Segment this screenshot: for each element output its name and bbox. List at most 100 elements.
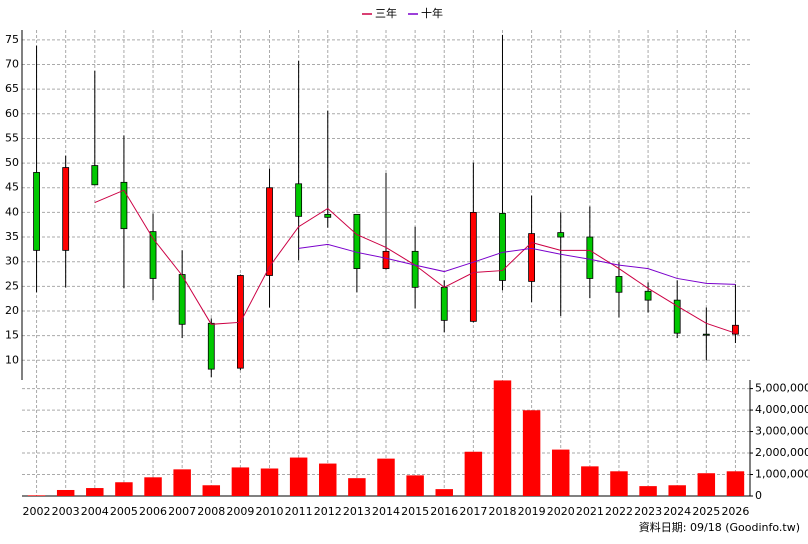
x-tick-label: 2004 bbox=[81, 505, 109, 518]
volume-bar bbox=[406, 475, 424, 496]
volume-bar bbox=[493, 380, 512, 496]
candle-body bbox=[702, 333, 710, 336]
volume-bar bbox=[289, 457, 308, 496]
y2-tick-label: 1,000,000 bbox=[755, 468, 808, 481]
y2-tick-label: 3,000,000 bbox=[755, 425, 808, 438]
volume-bar bbox=[522, 410, 541, 496]
volume-bar bbox=[231, 467, 250, 496]
candle-body bbox=[295, 183, 303, 217]
volume-bar bbox=[551, 449, 570, 496]
x-tick-label: 2017 bbox=[459, 505, 487, 518]
legend-label: 三年 bbox=[375, 6, 397, 20]
y-tick-label: 30 bbox=[5, 255, 19, 268]
volume-bar bbox=[27, 495, 46, 496]
candle-body bbox=[120, 181, 128, 230]
candle-body bbox=[586, 236, 594, 279]
candle-body bbox=[178, 274, 186, 325]
candle-body bbox=[411, 250, 419, 288]
volume-bar bbox=[260, 468, 279, 496]
x-tick-label: 2023 bbox=[634, 505, 662, 518]
volume-bar bbox=[581, 466, 599, 496]
ma-line bbox=[298, 243, 736, 285]
x-tick-label: 2022 bbox=[605, 505, 633, 518]
legend-label: 十年 bbox=[421, 6, 443, 20]
candle-body bbox=[644, 290, 652, 301]
volume-bar bbox=[56, 489, 75, 496]
volume-bar bbox=[202, 485, 221, 496]
candle-body bbox=[673, 299, 681, 334]
x-tick-label: 2013 bbox=[343, 505, 371, 518]
volume-bar bbox=[86, 488, 104, 496]
y-tick-label: 45 bbox=[5, 181, 19, 194]
y-tick-label: 35 bbox=[5, 230, 19, 243]
volume-bar bbox=[726, 471, 745, 496]
y2-tick-label: 4,000,000 bbox=[755, 403, 808, 416]
y-tick-label: 40 bbox=[5, 205, 19, 218]
volume-bar bbox=[464, 451, 483, 496]
y-tick-label: 15 bbox=[5, 329, 19, 342]
x-tick-label: 2020 bbox=[547, 505, 575, 518]
x-tick-label: 2005 bbox=[110, 505, 138, 518]
y-tick-label: 70 bbox=[5, 58, 19, 71]
y-tick-label: 75 bbox=[5, 33, 19, 46]
y-tick-label: 55 bbox=[5, 131, 19, 144]
volume-bar bbox=[435, 489, 453, 496]
y-tick-label: 20 bbox=[5, 304, 19, 317]
y-tick-label: 50 bbox=[5, 156, 19, 169]
x-tick-label: 2026 bbox=[721, 505, 749, 518]
y2-tick-label: 0 bbox=[755, 489, 762, 502]
candle-body bbox=[266, 187, 273, 276]
y2-tick-label: 2,000,000 bbox=[755, 446, 808, 459]
candle-body bbox=[382, 250, 390, 269]
volume-bar bbox=[668, 485, 686, 496]
y-tick-label: 65 bbox=[5, 82, 19, 95]
x-tick-label: 2006 bbox=[139, 505, 167, 518]
y2-tick-label: 5,000,000 bbox=[755, 382, 808, 395]
volume-bar bbox=[115, 482, 133, 496]
y-tick-label: 60 bbox=[5, 107, 19, 120]
x-tick-label: 2014 bbox=[372, 505, 400, 518]
candle-body bbox=[207, 322, 215, 370]
candle-body bbox=[499, 212, 506, 281]
volume-bar bbox=[377, 458, 395, 496]
candle-body bbox=[149, 231, 157, 279]
candle-body bbox=[557, 232, 565, 238]
candle-body bbox=[615, 276, 623, 293]
x-tick-label: 2002 bbox=[23, 505, 51, 518]
candle-body bbox=[440, 286, 448, 321]
x-tick-label: 2016 bbox=[430, 505, 458, 518]
x-tick-label: 2010 bbox=[256, 505, 284, 518]
footer: 資料日期: 09/18 (Goodinfo.tw) bbox=[639, 520, 800, 534]
volume-bar bbox=[610, 471, 628, 496]
candle-body bbox=[469, 211, 477, 322]
x-tick-label: 2012 bbox=[314, 505, 342, 518]
x-tick-label: 2003 bbox=[52, 505, 80, 518]
x-tick-label: 2019 bbox=[518, 505, 546, 518]
y-tick-label: 25 bbox=[5, 279, 19, 292]
x-tick-label: 2024 bbox=[663, 505, 691, 518]
candle-body bbox=[324, 213, 332, 218]
x-tick-label: 2007 bbox=[168, 505, 196, 518]
y-tick-label: 10 bbox=[5, 353, 19, 366]
candle-body bbox=[353, 213, 361, 269]
x-tick-label: 2011 bbox=[285, 505, 313, 518]
x-tick-label: 2009 bbox=[226, 505, 254, 518]
volume-bar bbox=[144, 477, 162, 496]
volume-bar bbox=[348, 478, 366, 496]
volume-bar bbox=[697, 473, 716, 496]
candle-body bbox=[528, 233, 535, 282]
x-tick-label: 2021 bbox=[576, 505, 604, 518]
x-tick-label: 2018 bbox=[488, 505, 516, 518]
volume-bar bbox=[639, 486, 657, 496]
candle-body bbox=[732, 324, 739, 335]
candle-body bbox=[62, 167, 70, 251]
candle-body bbox=[91, 165, 99, 186]
volume-bar bbox=[173, 469, 191, 496]
x-tick-label: 2025 bbox=[692, 505, 720, 518]
volume-bar bbox=[319, 463, 337, 496]
x-tick-label: 2015 bbox=[401, 505, 429, 518]
candle-body bbox=[33, 172, 40, 251]
x-tick-label: 2008 bbox=[197, 505, 225, 518]
